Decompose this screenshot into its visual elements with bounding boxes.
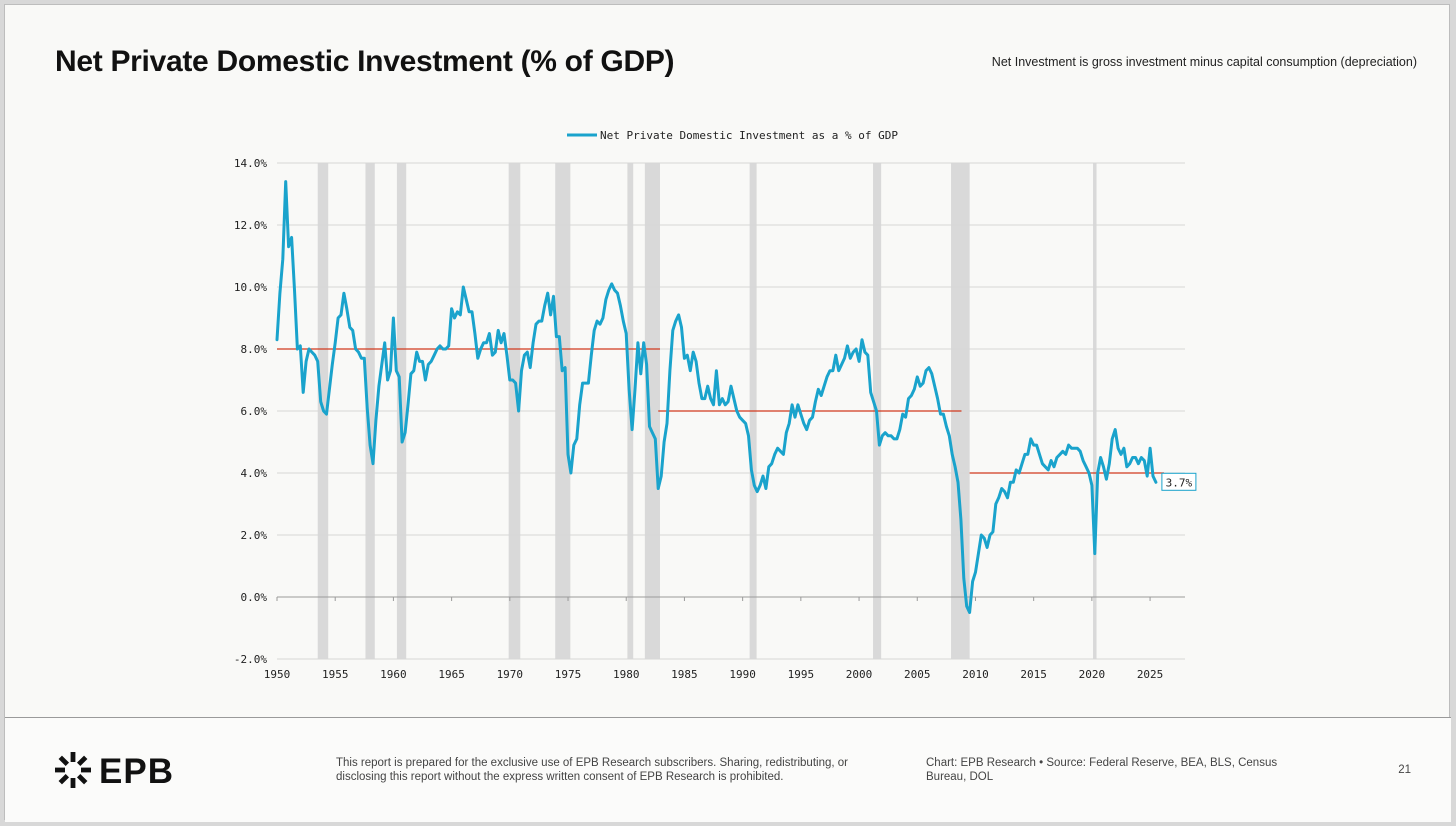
- x-tick-label: 2020: [1079, 668, 1106, 681]
- y-tick-label: 8.0%: [241, 343, 268, 356]
- legend: Net Private Domestic Investment as a % o…: [567, 129, 898, 142]
- x-tick-label: 1975: [555, 668, 582, 681]
- x-tick-label: 1995: [788, 668, 815, 681]
- last-value-box: [1161, 472, 1197, 491]
- y-tick-label: 6.0%: [241, 405, 268, 418]
- x-tick-label: 1950: [264, 668, 291, 681]
- footer: EPB This report is prepared for the excl…: [5, 717, 1451, 822]
- x-tick-label: 2025: [1137, 668, 1164, 681]
- last-value-annotation: 3.7%: [1161, 472, 1197, 491]
- average-lines: [277, 348, 1165, 474]
- series-layer: [275, 180, 1158, 614]
- y-tick-label: 10.0%: [234, 281, 267, 294]
- x-tick-label: 1955: [322, 668, 349, 681]
- y-tick-label: -2.0%: [234, 653, 267, 666]
- x-tick-label: 2005: [904, 668, 931, 681]
- x-tick-label: 2000: [846, 668, 873, 681]
- logo-wordmark: EPB: [99, 752, 174, 791]
- source-credit: Chart: EPB Research • Source: Federal Re…: [926, 757, 1278, 783]
- logo-ray: [70, 752, 76, 762]
- axes: -2.0% 0.0% 2.0% 4.0% 6.0% 8.0% 10.0% 12.0% 14.0%…: [234, 157, 1163, 681]
- logo-ray: [58, 773, 70, 785]
- slide: Net Private Domestic Investment (% of GD…: [4, 4, 1451, 822]
- logo-ray: [76, 773, 88, 785]
- y-tick-label: 0.0%: [241, 591, 268, 604]
- y-tick-label: 2.0%: [241, 529, 268, 542]
- legend-label: Net Private Domestic Investment as a % o…: [600, 129, 898, 142]
- x-tick-label: 1985: [671, 668, 698, 681]
- epb-logo-icon: [55, 752, 91, 788]
- logo-ray: [70, 778, 76, 788]
- x-tick-label: 2015: [1020, 668, 1047, 681]
- x-tick-label: 1990: [729, 668, 756, 681]
- x-tick-label: 2010: [962, 668, 989, 681]
- y-tick-label: 12.0%: [234, 219, 267, 232]
- page-title: Net Private Domestic Investment (% of GD…: [55, 45, 675, 78]
- epb-logo: EPB: [53, 750, 213, 791]
- page-number: 21: [1398, 764, 1411, 776]
- logo-ray: [76, 755, 88, 767]
- chart: -2.0% 0.0% 2.0% 4.0% 6.0% 8.0% 10.0% 12.0% 14.0%…: [234, 129, 1197, 681]
- logo-ray: [81, 767, 91, 773]
- x-tick-label: 1980: [613, 668, 640, 681]
- y-tick-label: 4.0%: [241, 467, 268, 480]
- disclaimer: This report is prepared for the exclusiv…: [336, 757, 848, 783]
- x-tick-label: 1970: [497, 668, 524, 681]
- y-tick-label: 14.0%: [234, 157, 267, 170]
- logo-ray: [55, 767, 65, 773]
- chart-note: Net Investment is gross investment minus…: [991, 55, 1417, 69]
- x-tick-label: 1960: [380, 668, 407, 681]
- series-line: [275, 180, 1158, 614]
- x-tick-label: 1965: [438, 668, 465, 681]
- last-value-label: 3.7%: [1166, 476, 1193, 489]
- logo-ray: [58, 755, 70, 767]
